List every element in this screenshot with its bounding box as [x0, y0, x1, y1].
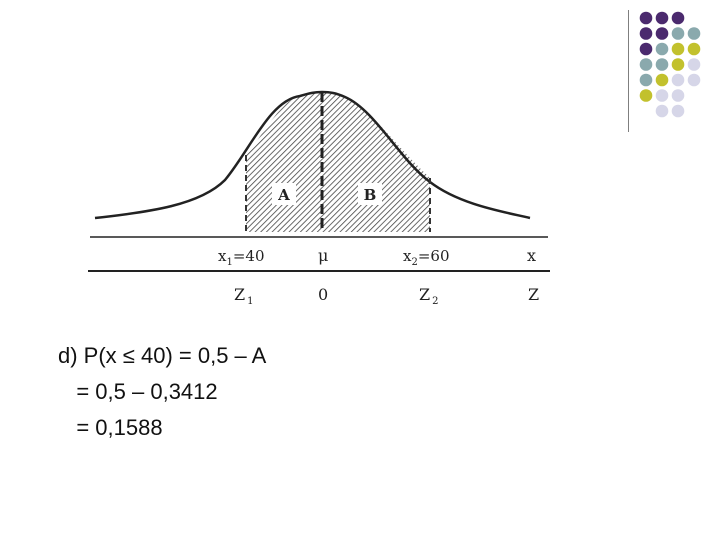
decorative-dot-grid [628, 10, 701, 132]
x-axis-end-label: x [527, 246, 536, 265]
region-b-box [358, 183, 382, 205]
calculation-block: d) P(x ≤ 40) = 0,5 – A = 0,5 – 0,3412 = … [58, 338, 266, 446]
x1-label: x1=40 [218, 247, 265, 268]
z2-subscript: 2 [432, 296, 438, 307]
calculation-line-2: = 0,5 – 0,3412 [58, 379, 218, 404]
decorative-dot [655, 42, 669, 56]
decorative-dot [639, 42, 653, 56]
decorative-dot [639, 73, 653, 87]
decorative-dot [671, 73, 685, 87]
decorative-dot [655, 58, 669, 71]
region-b-label: B [364, 186, 377, 204]
region-a-label: A [277, 186, 290, 204]
x1-subscript: 1 [226, 257, 232, 268]
decorative-dot [655, 27, 669, 40]
x2-subscript: 2 [411, 257, 417, 268]
decorative-dot [687, 58, 701, 71]
decorative-dot [655, 11, 669, 25]
decorative-dot [671, 89, 685, 102]
region-a-box [272, 183, 296, 205]
decorative-dot [639, 89, 653, 102]
decorative-dot [687, 42, 701, 56]
calculation-line-3: = 0,1588 [58, 415, 163, 440]
x1-value: =40 [233, 247, 265, 265]
z1-main: Z [234, 285, 245, 304]
decorative-dot [687, 27, 701, 40]
decorative-dot [639, 27, 653, 40]
x2-label: x2=60 [403, 247, 450, 268]
z-zero-label: 0 [318, 285, 328, 304]
z2-main: Z [419, 285, 430, 304]
x1-main: x [218, 247, 227, 265]
x2-main: x [403, 247, 412, 265]
decorative-dot [655, 104, 669, 118]
decorative-dot [655, 73, 669, 87]
decorative-dot [671, 42, 685, 56]
x2-value: =60 [418, 247, 450, 265]
decorative-dot [671, 58, 685, 71]
decorative-dot [671, 104, 685, 118]
mu-label: μ [318, 246, 328, 265]
decorative-dot [639, 11, 653, 25]
decorative-dot [655, 89, 669, 102]
z1-subscript: 1 [247, 296, 253, 307]
decorative-dot [671, 27, 685, 40]
decorative-dot [639, 58, 653, 71]
decorative-dot [671, 11, 685, 25]
z-axis-end-label: Z [528, 285, 539, 304]
calculation-line-1: d) P(x ≤ 40) = 0,5 – A [58, 343, 267, 368]
decorative-dot [687, 73, 701, 87]
